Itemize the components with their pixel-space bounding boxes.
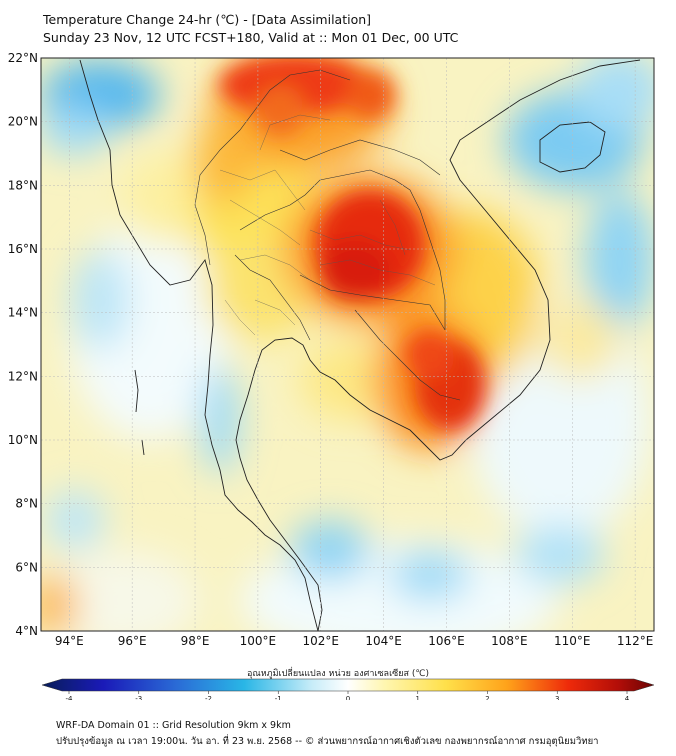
footer-update-info: ปรับปรุงข้อมูล ณ เวลา 19:00น. วัน อา. ที… <box>56 736 599 747</box>
temperature-field <box>41 58 654 631</box>
lon-label: 102°E <box>303 634 340 648</box>
lat-label: 20°N <box>8 115 38 129</box>
longitude-labels: 94°E 96°E 98°E 100°E 102°E 104°E 106°E 108°E 110… <box>55 634 654 648</box>
lon-label: 106°E <box>428 634 465 648</box>
colorbar-tick-label: -1 <box>275 695 282 700</box>
colorbar-tick-label: 2 <box>485 695 489 700</box>
lon-label: 104°E <box>365 634 402 648</box>
lon-label: 98°E <box>181 634 210 648</box>
lat-label: 16°N <box>8 242 38 256</box>
colorbar-tick-label: -2 <box>205 695 212 700</box>
lat-label: 14°N <box>8 306 38 320</box>
colorbar-tick-label: 4 <box>625 695 630 700</box>
map-title: Temperature Change 24-hr (℃) - [Data Ass… <box>43 12 372 27</box>
lon-label: 96°E <box>118 634 147 648</box>
lon-label: 112°E <box>617 634 654 648</box>
lat-label: 6°N <box>15 560 38 574</box>
country-borders <box>194 69 461 401</box>
colorbar-gradient <box>41 678 655 692</box>
map-frame <box>40 57 655 632</box>
footer-model-info: WRF-DA Domain 01 :: Grid Resolution 9km … <box>56 720 291 731</box>
map-subtitle: Sunday 23 Nov, 12 UTC FCST+180, Valid at… <box>43 30 459 45</box>
lat-label: 18°N <box>8 178 38 192</box>
colorbar-ticks: -4 -3 -2 -1 0 1 2 3 4 <box>66 691 630 700</box>
colorbar: -4 -3 -2 -1 0 1 2 3 4 <box>41 678 655 700</box>
lat-label: 8°N <box>15 497 38 511</box>
lon-label: 94°E <box>55 634 84 648</box>
coastlines <box>79 59 641 631</box>
latitude-labels: 22°N 20°N 18°N 16°N 14°N 12°N 10°N 8°N 6°N 4°N <box>8 51 38 638</box>
lat-label: 10°N <box>8 433 38 447</box>
lat-label: 4°N <box>15 624 38 638</box>
temperature-map: 22°N 20°N 18°N 16°N 14°N 12°N 10°N 8°N 6°N 4°N 94… <box>8 51 655 700</box>
colorbar-tick-label: -4 <box>66 695 74 700</box>
colorbar-tick-label: 1 <box>416 695 420 700</box>
lat-label: 12°N <box>8 369 38 383</box>
graticule <box>41 57 654 632</box>
colorbar-tick-label: 0 <box>346 695 350 700</box>
lat-label: 22°N <box>8 51 38 65</box>
province-borders <box>219 114 436 336</box>
colorbar-title: อุณหภูมิเปลี่ยนแปลง หน่วย องศาเซลเซียส (… <box>246 669 430 679</box>
lon-label: 110°E <box>554 634 591 648</box>
lon-label: 108°E <box>491 634 528 648</box>
lon-label: 100°E <box>240 634 277 648</box>
colorbar-tick-label: 3 <box>555 695 559 700</box>
colorbar-tick-label: -3 <box>135 695 142 700</box>
